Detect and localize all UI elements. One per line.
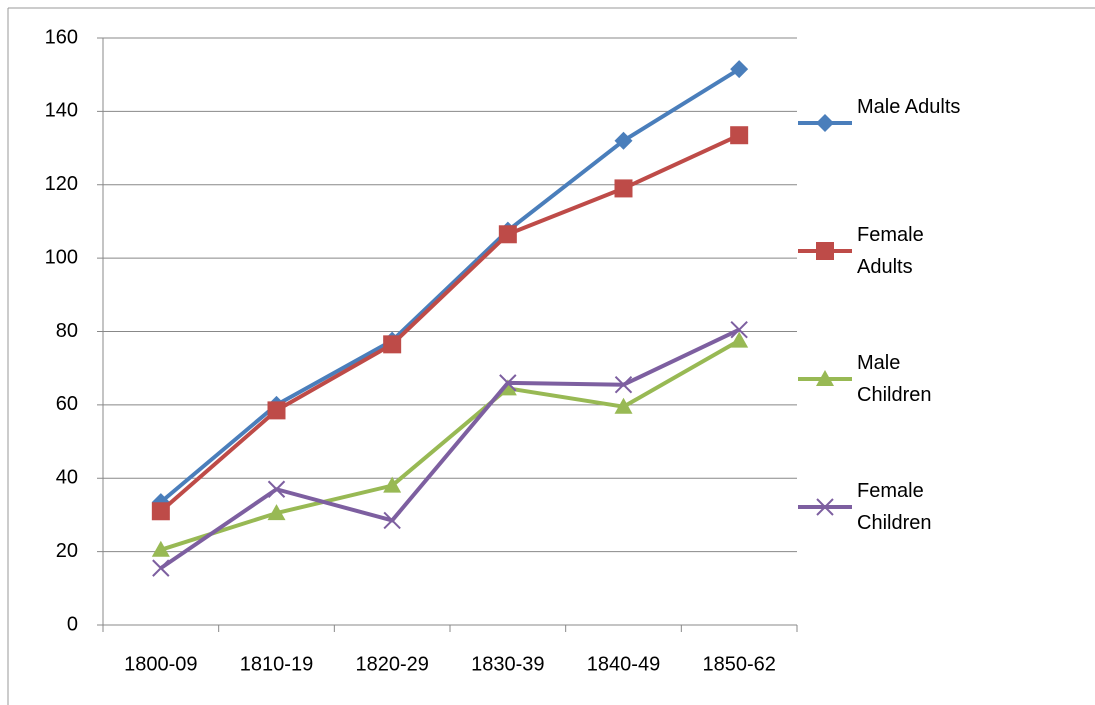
y-tick-label: 100 xyxy=(45,246,78,268)
x-tick-label: 1840-49 xyxy=(587,653,660,675)
y-tick-label: 20 xyxy=(56,540,78,562)
legend-label: Female Children xyxy=(857,480,932,534)
marker xyxy=(498,225,517,244)
marker xyxy=(614,179,633,198)
y-tick-label: 0 xyxy=(67,613,78,635)
marker xyxy=(151,502,170,521)
y-tick-label: 60 xyxy=(56,393,78,415)
y-tick-label: 40 xyxy=(56,467,78,489)
marker xyxy=(816,370,834,386)
legend-label: Female Adults xyxy=(857,224,924,278)
marker xyxy=(383,511,401,530)
legend-label: Male Adults xyxy=(857,96,961,118)
marker xyxy=(499,374,517,392)
x-tick-label: 1830-39 xyxy=(471,653,544,675)
y-tick-label: 160 xyxy=(45,26,78,48)
series-line xyxy=(160,338,741,552)
y-tick-label: 80 xyxy=(56,320,78,342)
y-tick-label: 140 xyxy=(45,100,78,122)
marker xyxy=(816,114,834,132)
marker xyxy=(614,131,633,150)
marker xyxy=(614,397,633,414)
y-tick-label: 120 xyxy=(45,173,78,195)
series-line xyxy=(159,133,741,513)
x-tick-label: 1800-09 xyxy=(124,653,197,675)
marker xyxy=(267,504,286,521)
marker xyxy=(383,335,402,354)
x-tick-label: 1820-29 xyxy=(355,653,428,675)
marker xyxy=(267,401,286,420)
marker xyxy=(816,242,834,260)
marker xyxy=(730,60,749,79)
marker xyxy=(816,498,834,516)
series-line xyxy=(159,327,741,570)
marker xyxy=(730,331,749,348)
series-line xyxy=(159,67,741,504)
legend-label: Male Children xyxy=(857,352,932,406)
marker xyxy=(498,379,517,396)
x-tick-label: 1850-62 xyxy=(702,653,775,675)
marker xyxy=(267,480,286,498)
marker xyxy=(152,559,170,577)
marker xyxy=(383,476,402,493)
marker xyxy=(730,320,748,339)
marker xyxy=(614,375,633,394)
marker xyxy=(730,126,749,145)
marker xyxy=(151,540,170,557)
x-tick-label: 1810-19 xyxy=(240,653,313,675)
